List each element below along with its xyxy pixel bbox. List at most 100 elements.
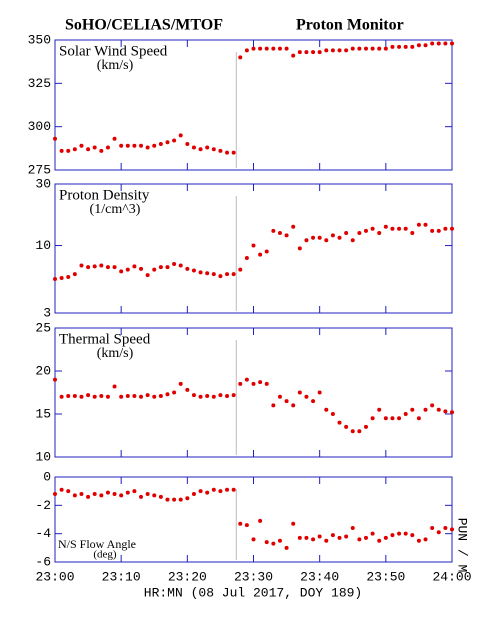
data-point xyxy=(238,521,243,526)
data-point xyxy=(390,416,395,421)
data-point xyxy=(99,263,104,268)
data-point xyxy=(317,534,322,539)
data-point xyxy=(152,493,157,498)
data-point xyxy=(112,136,117,141)
data-point xyxy=(172,390,177,395)
y-tick-label: 30 xyxy=(35,176,51,191)
data-point xyxy=(251,537,256,542)
data-point xyxy=(297,535,302,540)
data-point xyxy=(191,268,196,273)
data-point xyxy=(291,53,296,58)
data-point xyxy=(105,394,110,399)
data-point xyxy=(324,238,329,243)
y-tick-label: 25 xyxy=(35,320,51,335)
data-point xyxy=(86,393,91,398)
data-point xyxy=(225,487,230,492)
data-point xyxy=(271,228,276,233)
data-point xyxy=(72,272,77,277)
data-point xyxy=(238,267,243,272)
data-point xyxy=(311,537,316,542)
data-point xyxy=(225,393,230,398)
data-point xyxy=(53,492,57,496)
y-tick-label: 350 xyxy=(28,32,51,47)
data-point xyxy=(304,394,309,399)
panel-unit: (1/cm^3) xyxy=(90,202,141,217)
data-point xyxy=(218,393,223,398)
x-tick-label: 23:00 xyxy=(35,569,74,584)
y-tick-label: 10 xyxy=(35,449,51,464)
data-point xyxy=(105,265,110,270)
data-point xyxy=(258,46,263,51)
data-point xyxy=(403,412,408,416)
data-point xyxy=(218,148,223,153)
data-point xyxy=(350,429,355,434)
data-point xyxy=(152,267,157,272)
data-point xyxy=(125,267,130,272)
data-point xyxy=(139,143,144,148)
data-point xyxy=(324,48,329,53)
data-point xyxy=(205,271,210,276)
data-point xyxy=(297,246,302,251)
data-point xyxy=(416,416,421,421)
data-point xyxy=(244,256,249,261)
data-point xyxy=(205,490,210,495)
data-point xyxy=(191,393,196,398)
data-point xyxy=(251,243,256,248)
data-point xyxy=(231,150,236,155)
data-point xyxy=(271,46,276,51)
data-point xyxy=(383,46,388,51)
data-point xyxy=(264,46,269,51)
y-tick-label: 10 xyxy=(35,238,51,253)
data-point xyxy=(231,393,236,398)
data-point xyxy=(397,226,402,231)
data-point xyxy=(112,492,117,496)
data-point xyxy=(165,497,170,502)
data-point xyxy=(436,530,441,535)
data-point xyxy=(450,410,454,415)
data-point xyxy=(79,143,84,148)
data-point xyxy=(436,407,441,412)
data-point xyxy=(251,46,256,51)
data-point xyxy=(430,41,435,46)
data-point xyxy=(337,535,342,540)
data-point xyxy=(403,44,408,49)
y-tick-label: 325 xyxy=(28,76,51,91)
data-point xyxy=(99,393,104,398)
data-point xyxy=(258,518,263,523)
panel-unit: (km/s) xyxy=(97,58,134,73)
data-point xyxy=(337,420,342,425)
data-point xyxy=(66,148,71,153)
data-point xyxy=(211,394,216,399)
data-point xyxy=(397,44,402,49)
data-point xyxy=(324,538,329,543)
data-point xyxy=(125,490,130,495)
data-point xyxy=(218,489,223,494)
data-point xyxy=(178,263,183,268)
data-point xyxy=(357,231,362,236)
data-point xyxy=(363,46,368,51)
title-left: SoHO/CELIAS/MTOF xyxy=(65,17,223,34)
data-point xyxy=(383,416,388,421)
data-point xyxy=(410,44,415,49)
data-point xyxy=(139,494,144,499)
data-point xyxy=(198,489,203,494)
data-point xyxy=(145,492,150,496)
data-point xyxy=(178,497,183,502)
title-right: Proton Monitor xyxy=(296,17,404,34)
data-point xyxy=(119,143,124,148)
data-point xyxy=(158,142,163,146)
panel-title: N/S Flow Angle xyxy=(58,537,136,551)
y-tick-label: 20 xyxy=(35,363,51,378)
x-tick-label: 23:30 xyxy=(234,569,273,584)
data-point xyxy=(258,252,263,257)
data-point xyxy=(423,407,428,412)
data-point xyxy=(132,143,137,148)
data-point xyxy=(59,487,64,492)
data-point xyxy=(244,523,249,528)
data-point xyxy=(152,143,157,148)
y-tick-label: 15 xyxy=(35,406,51,421)
data-point xyxy=(350,526,355,530)
data-point xyxy=(304,50,309,55)
side-note: PUN / M xyxy=(455,518,470,573)
data-point xyxy=(264,540,269,545)
